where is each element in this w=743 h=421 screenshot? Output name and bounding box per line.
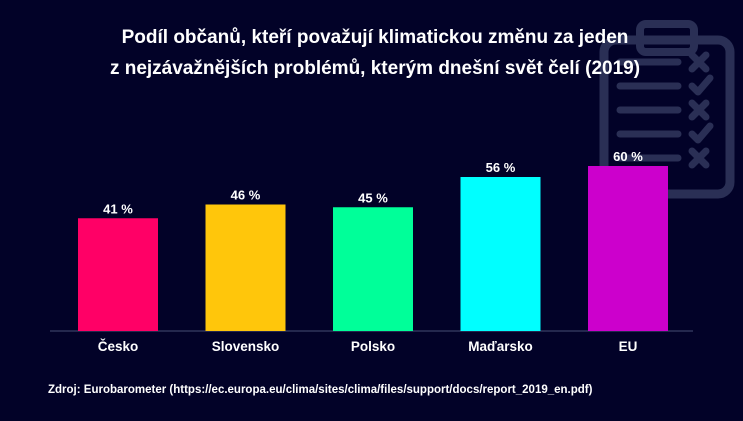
data-label-1: 46 %	[231, 188, 261, 203]
data-label-0: 41 %	[103, 201, 133, 216]
bar-2	[333, 207, 413, 331]
category-label-3: Maďarsko	[468, 339, 532, 354]
chart-title-line-2: z nejzávažnějších problémů, kterým dnešn…	[110, 58, 640, 79]
bar-1	[205, 204, 286, 331]
bar-0	[78, 218, 158, 331]
source-note: Zdroj: Eurobarometer (https://ec.europa.…	[48, 384, 593, 396]
chart-title-line-1: Podíl občanů, kteří považují klimatickou…	[122, 27, 629, 48]
category-label-2: Polsko	[351, 339, 395, 354]
data-label-2: 45 %	[358, 190, 388, 205]
bar-group: 41 % Česko 46 % Slovensko 45 % Polsko 56 % Maďa…	[78, 149, 668, 354]
category-label-4: EU	[619, 339, 638, 354]
data-label-4: 60 %	[613, 149, 643, 164]
bar-3	[460, 177, 541, 331]
category-label-1: Slovensko	[212, 339, 280, 354]
category-label-0: Česko	[98, 339, 139, 354]
data-label-3: 56 %	[486, 160, 516, 175]
bar-4	[588, 166, 668, 331]
